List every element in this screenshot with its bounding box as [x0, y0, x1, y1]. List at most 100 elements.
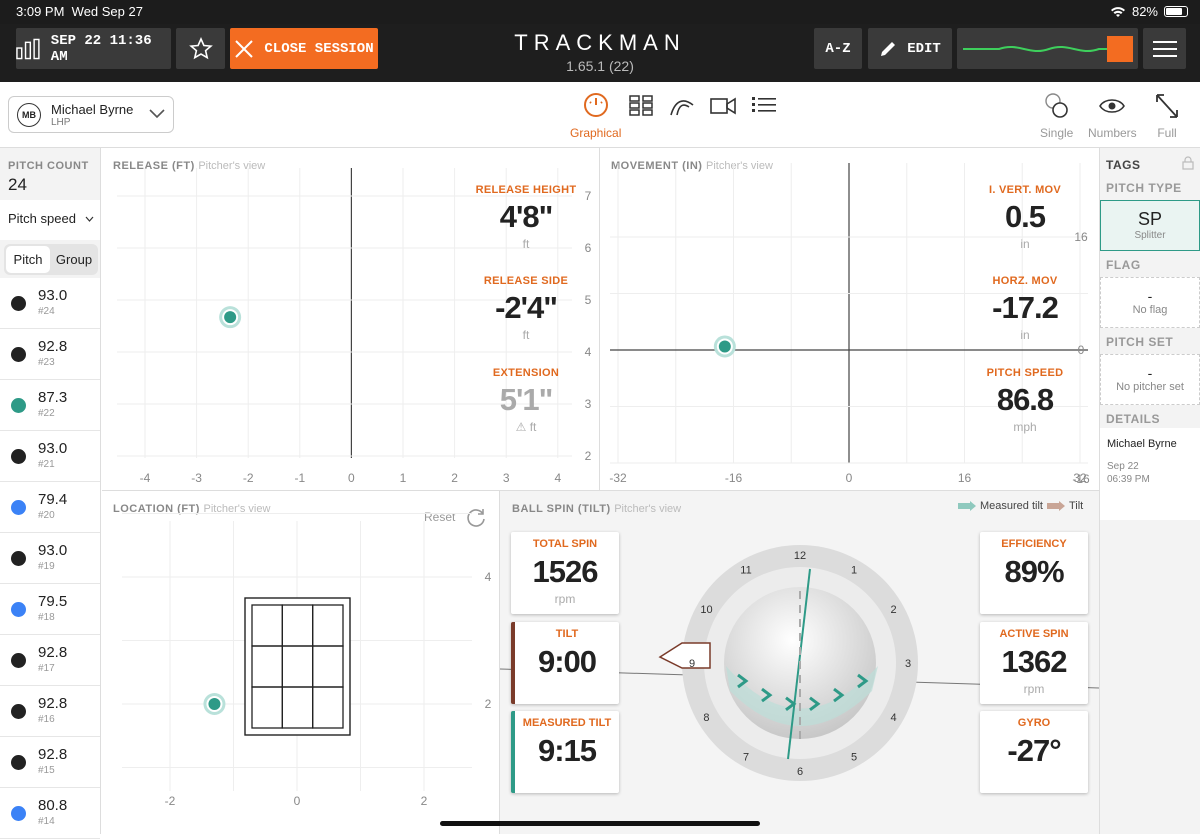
pitch-number: #16 — [38, 714, 55, 725]
pitch-type-tag[interactable]: SP Splitter — [1100, 200, 1200, 251]
refresh-icon — [467, 509, 486, 527]
release-height-value: 4'8" — [499, 199, 554, 234]
clock-number: 3 — [905, 658, 911, 670]
vert-mov-label: I. VERT. MOV — [988, 184, 1062, 196]
pitch-point[interactable] — [713, 335, 736, 358]
grid-view-icon[interactable] — [629, 95, 653, 117]
clock-number: 4 — [890, 712, 896, 724]
tab-group[interactable]: Group — [55, 252, 93, 267]
gauge-icon — [583, 93, 608, 117]
pitch-row[interactable]: 93.0 #21 — [0, 431, 100, 482]
pitch-point[interactable] — [219, 306, 242, 329]
spin-band — [726, 666, 878, 726]
x-tick-label: -16 — [725, 471, 743, 485]
pitch-row[interactable]: 87.3 #22 — [0, 380, 100, 431]
pitch-point[interactable] — [203, 693, 226, 715]
pitch-row[interactable]: 79.5 #18 — [0, 584, 100, 635]
pitch-color-dot — [11, 806, 26, 821]
pitch-speed: 80.8 — [38, 797, 68, 814]
pitch-number: #14 — [38, 816, 55, 827]
view-numbers-button[interactable]: Numbers — [1088, 92, 1137, 140]
wifi-icon — [1110, 6, 1125, 17]
view-single-label: Single — [1040, 126, 1074, 140]
lock-icon[interactable] — [1182, 156, 1194, 170]
pitch-row[interactable]: 93.0 #19 — [0, 533, 100, 584]
pitch-number: #24 — [38, 306, 55, 317]
pitch-row[interactable]: 92.8 #15 — [0, 737, 100, 788]
close-icon — [235, 39, 254, 58]
pitch-row[interactable]: 92.8 #23 — [0, 329, 100, 380]
flag-label: FLAG — [1106, 258, 1141, 272]
tags-panel: TAGS PITCH TYPE SP Splitter FLAG - No fl… — [1099, 148, 1200, 834]
sort-dropdown[interactable]: Pitch speed — [0, 200, 100, 240]
az-label: A-Z — [825, 40, 851, 57]
close-session-button[interactable]: CLOSE SESSION — [230, 28, 378, 69]
y-tick-label: 0 — [1078, 343, 1085, 357]
pitch-speed: 92.8 — [38, 338, 68, 355]
pitch-number: #22 — [38, 408, 55, 419]
release-height-unit: ft — [522, 237, 530, 251]
menu-button[interactable] — [1143, 28, 1186, 69]
player-name: Michael Byrne — [51, 101, 134, 117]
tab-pitch[interactable]: Pitch — [6, 246, 50, 273]
pitch-speed-value: 86.8 — [996, 382, 1054, 417]
y-tick-label: -16 — [1072, 472, 1090, 486]
view-single-button[interactable]: Single — [1040, 92, 1073, 140]
view-full-button[interactable]: Full — [1154, 92, 1180, 140]
pitch-set-label: PITCH SET — [1106, 335, 1174, 349]
y-tick-label: 5 — [585, 293, 592, 307]
spin-view: Pitcher's view — [614, 503, 682, 515]
pitch-row[interactable]: 80.8 #14 — [0, 788, 100, 839]
az-button[interactable]: A-Z — [814, 28, 862, 69]
player-hand: LHP — [51, 116, 71, 128]
player-selector[interactable]: MB Michael Byrne LHP — [8, 96, 174, 133]
active-spin-label: ACTIVE SPIN — [999, 628, 1069, 640]
clock-number: 8 — [703, 712, 709, 724]
view-graphical-tab[interactable]: Graphical — [570, 92, 621, 140]
sort-label: Pitch speed — [8, 211, 76, 226]
flag-tag[interactable]: - No flag — [1100, 277, 1200, 328]
trajectory-icon[interactable] — [669, 95, 695, 117]
star-icon — [188, 36, 213, 59]
legend-tilt: Tilt — [1068, 500, 1084, 512]
chevron-down-icon — [85, 216, 94, 222]
active-spin-value: 1362 — [1001, 644, 1068, 679]
pitch-set-name: No pitcher set — [1116, 381, 1184, 393]
pitch-row[interactable]: 92.8 #16 — [0, 686, 100, 737]
pitch-row[interactable]: 92.8 #17 — [0, 635, 100, 686]
pitch-row[interactable]: 93.0 #24 — [0, 278, 100, 329]
favorite-button[interactable] — [176, 28, 225, 69]
pencil-icon — [881, 41, 896, 56]
release-side-metric: RELEASE SIDE -2'4" ft — [471, 275, 581, 342]
pitch-color-dot — [11, 755, 26, 770]
total-spin-label: TOTAL SPIN — [532, 538, 598, 550]
x-tick-label: 0 — [294, 794, 301, 808]
location-chart: -2 0 2 4 2 — [122, 513, 492, 808]
release-chart: -4 -3 -2 -1 0 1 2 3 4 7 6 5 4 3 2 — [117, 168, 592, 485]
movement-title: MOVEMENT (IN) Pitcher's view — [611, 160, 773, 172]
efficiency-card: EFFICIENCY 89% — [980, 532, 1088, 614]
pitch-row[interactable]: 79.4 #20 — [0, 482, 100, 533]
pitch-color-dot — [11, 500, 26, 515]
session-button[interactable]: SEP 22 11:36 AM — [16, 28, 171, 69]
release-side-label: RELEASE SIDE — [483, 275, 569, 287]
spin-direction-chevron — [761, 687, 773, 703]
pitch-count: 24 — [8, 175, 27, 194]
efficiency-label: EFFICIENCY — [1001, 538, 1067, 550]
expand-icon — [1156, 94, 1178, 118]
balls-icon — [1044, 93, 1068, 118]
battery-percent: 82% — [1131, 4, 1158, 19]
pitch-color-dot — [11, 704, 26, 719]
flag-value: - — [1147, 288, 1153, 304]
divider — [102, 490, 1099, 491]
session-label: SEP 22 11:36 AM — [50, 32, 152, 65]
edit-button[interactable]: EDIT — [868, 28, 952, 69]
pitch-set-tag[interactable]: - No pitcher set — [1100, 354, 1200, 405]
list-view-icon[interactable] — [752, 96, 776, 114]
pitch-speed-label: PITCH SPEED — [986, 367, 1064, 379]
x-tick-label: 0 — [348, 471, 355, 485]
pitch-type-code: SP — [1137, 209, 1162, 229]
video-icon[interactable] — [710, 97, 736, 115]
pitch-speed-metric: PITCH SPEED 86.8 mph — [970, 367, 1080, 434]
device-status[interactable] — [957, 28, 1138, 69]
